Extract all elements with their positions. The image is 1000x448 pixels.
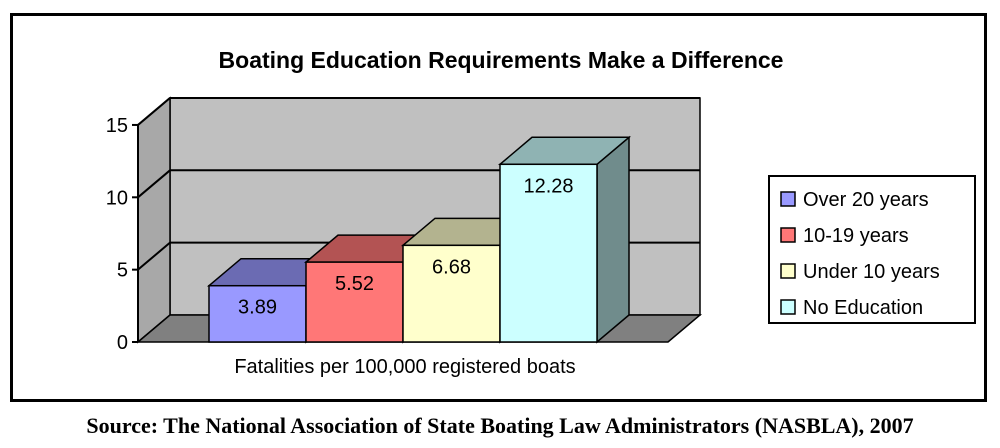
legend-label: Under 10 years: [803, 261, 940, 283]
legend-label: Over 20 years: [803, 189, 929, 211]
legend-box: [768, 175, 976, 324]
data-label: 5.52: [335, 273, 374, 295]
data-label: 12.28: [523, 175, 573, 197]
legend-swatch: [780, 263, 796, 279]
chart-title: Boating Education Requirements Make a Di…: [219, 47, 784, 73]
data-label: 3.89: [238, 297, 277, 319]
bar: [402, 244, 501, 343]
bar: [499, 163, 598, 343]
gridline-side: [137, 169, 171, 199]
legend-swatch: [780, 227, 796, 243]
y-tick-label: 5: [117, 260, 128, 282]
source-note: Source: The National Association of Stat…: [86, 413, 914, 438]
chart-svg: Boating Education Requirements Make a Di…: [106, 47, 976, 378]
chart-frame: Boating Education Requirements Make a Di…: [10, 13, 987, 402]
gridline-side: [137, 241, 171, 271]
plot-area: 0 5 10 15 3.89 5.52 6.68 12.28: [106, 96, 703, 354]
legend-label: 10-19 years: [803, 225, 909, 247]
x-axis-label: Fatalities per 100,000 registered boats: [234, 356, 575, 378]
legend: Over 20 years 10-19 years Under 10 years No…: [768, 175, 976, 324]
legend-swatch: [780, 191, 796, 207]
y-tick-label: 0: [117, 332, 128, 354]
side-wall: [137, 96, 171, 344]
y-tick-label: 15: [106, 115, 128, 137]
gridline-side: [137, 97, 171, 126]
data-label: 6.68: [432, 256, 471, 278]
legend-swatch: [780, 299, 796, 315]
legend-label: No Education: [803, 297, 923, 319]
y-tick-label: 10: [106, 187, 128, 209]
bar-side: [596, 135, 630, 344]
bar: [208, 284, 307, 343]
